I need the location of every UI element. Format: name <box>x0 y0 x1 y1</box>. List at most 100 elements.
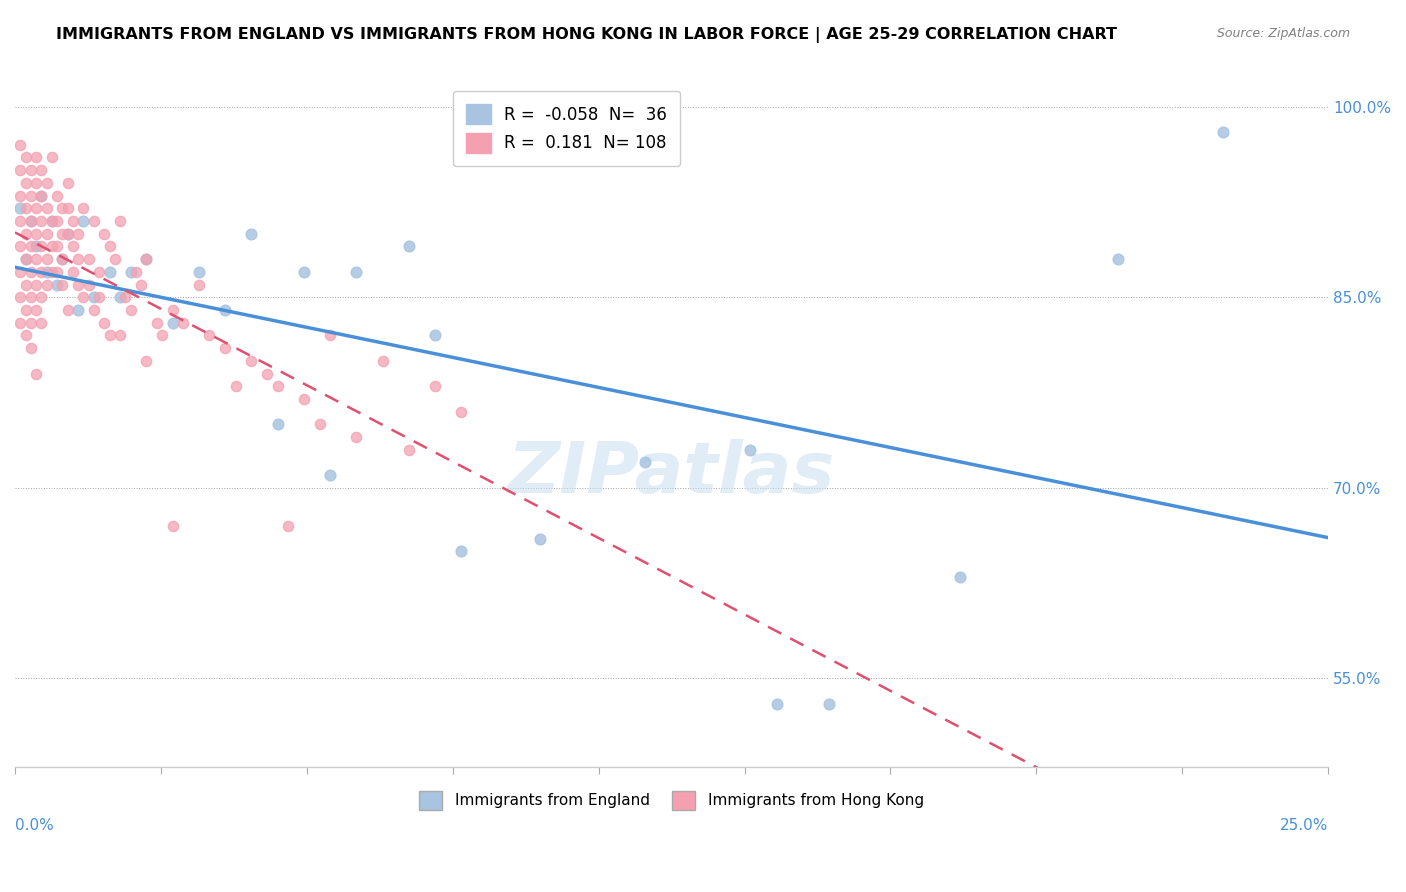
Point <box>344 430 367 444</box>
Point <box>14 328 37 343</box>
Point <box>398 442 420 457</box>
Point <box>214 302 236 317</box>
Point <box>108 214 131 228</box>
Point <box>46 188 69 202</box>
Point <box>634 455 657 469</box>
Point <box>30 265 52 279</box>
Point <box>108 290 131 304</box>
Point <box>56 227 79 241</box>
Point <box>51 227 73 241</box>
Point <box>277 519 299 533</box>
Point <box>14 176 37 190</box>
Point <box>818 697 841 711</box>
Point <box>20 163 42 178</box>
Legend: Immigrants from England, Immigrants from Hong Kong: Immigrants from England, Immigrants from… <box>413 785 929 815</box>
Point <box>8 239 31 253</box>
Point <box>135 353 157 368</box>
Point <box>450 404 472 418</box>
Point <box>266 417 288 432</box>
Point <box>256 367 278 381</box>
Point <box>20 265 42 279</box>
Point <box>14 277 37 292</box>
Point <box>25 239 48 253</box>
Point <box>41 214 63 228</box>
Point <box>35 176 58 190</box>
Point <box>949 570 972 584</box>
Point <box>20 214 42 228</box>
Point <box>319 468 342 483</box>
Point <box>135 252 157 267</box>
Point <box>98 328 121 343</box>
Point <box>66 227 89 241</box>
Point <box>87 265 110 279</box>
Point <box>8 137 31 152</box>
Point <box>35 277 58 292</box>
Point <box>30 239 52 253</box>
Point <box>266 379 288 393</box>
Point <box>20 188 42 202</box>
Point <box>25 176 48 190</box>
Point <box>146 316 169 330</box>
Text: 0.0%: 0.0% <box>15 818 53 833</box>
Text: Source: ZipAtlas.com: Source: ZipAtlas.com <box>1216 27 1350 40</box>
Point <box>8 290 31 304</box>
Point <box>25 151 48 165</box>
Point <box>51 252 73 267</box>
Point <box>8 265 31 279</box>
Point <box>120 302 142 317</box>
Point <box>214 341 236 355</box>
Point <box>87 290 110 304</box>
Point <box>35 227 58 241</box>
Point <box>72 202 94 216</box>
Point <box>129 277 152 292</box>
Point <box>35 252 58 267</box>
Point <box>765 697 787 711</box>
Point <box>425 379 447 393</box>
Point <box>30 188 52 202</box>
Point <box>172 316 194 330</box>
Point <box>187 265 209 279</box>
Point <box>240 353 263 368</box>
Point <box>93 227 115 241</box>
Point <box>8 316 31 330</box>
Point <box>450 544 472 558</box>
Point <box>8 214 31 228</box>
Point <box>66 277 89 292</box>
Point <box>25 367 48 381</box>
Point <box>56 302 79 317</box>
Point <box>51 252 73 267</box>
Point <box>425 328 447 343</box>
Point <box>25 302 48 317</box>
Point <box>25 202 48 216</box>
Point <box>62 239 84 253</box>
Point <box>30 163 52 178</box>
Point <box>25 252 48 267</box>
Point <box>66 302 89 317</box>
Point <box>108 328 131 343</box>
Point <box>77 252 100 267</box>
Point <box>8 163 31 178</box>
Point <box>740 442 762 457</box>
Point <box>371 353 394 368</box>
Point <box>25 227 48 241</box>
Text: ZIPatlas: ZIPatlas <box>508 440 835 508</box>
Point <box>198 328 221 343</box>
Point <box>20 316 42 330</box>
Point <box>35 202 58 216</box>
Point <box>77 277 100 292</box>
Point <box>41 214 63 228</box>
Point <box>150 328 173 343</box>
Point <box>62 265 84 279</box>
Point <box>56 227 79 241</box>
Point <box>398 239 420 253</box>
Point <box>162 316 184 330</box>
Point <box>8 188 31 202</box>
Point <box>51 202 73 216</box>
Point <box>104 252 127 267</box>
Point <box>225 379 247 393</box>
Point <box>240 227 263 241</box>
Point <box>98 265 121 279</box>
Point <box>125 265 148 279</box>
Point <box>72 290 94 304</box>
Point <box>66 252 89 267</box>
